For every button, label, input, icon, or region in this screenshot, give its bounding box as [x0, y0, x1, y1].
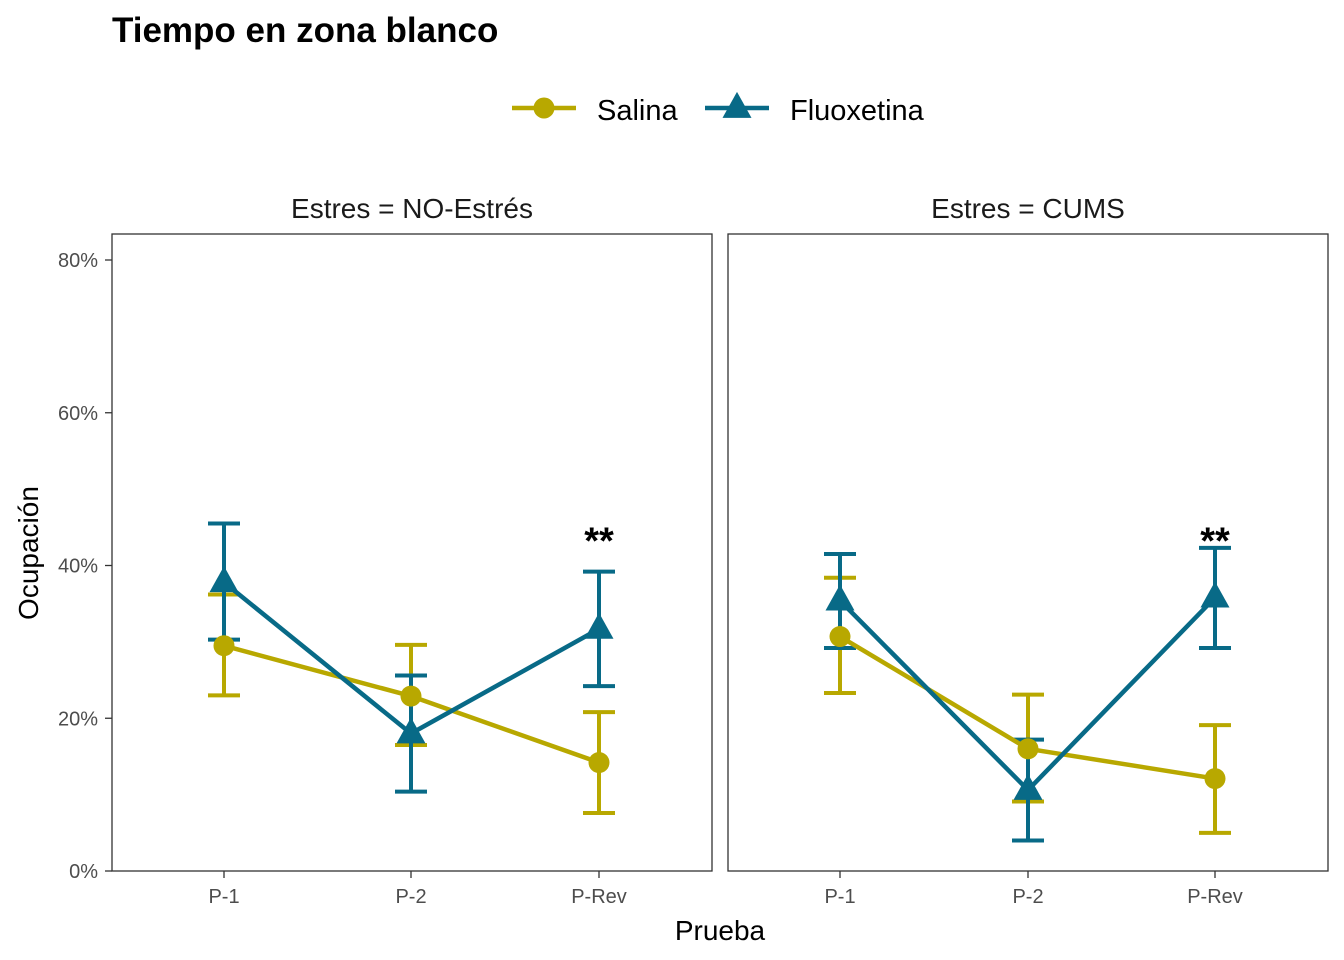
- legend-label-fluoxetina: Fluoxetina: [790, 95, 925, 127]
- data-point-fluoxetina: [1200, 581, 1230, 608]
- chart-title: Tiempo en zona blanco: [112, 11, 498, 50]
- legend: Salina Fluoxetina: [512, 91, 925, 127]
- data-point-fluoxetina: [1013, 773, 1043, 800]
- panel-cums: P-1 P-2 P-Rev **: [727, 233, 1329, 908]
- data-point-fluoxetina: [209, 566, 239, 593]
- data-point-salina: [1017, 738, 1039, 760]
- data-point-fluoxetina: [396, 717, 426, 744]
- y-tick-label: 80%: [58, 250, 98, 272]
- x-tick-label: P-1: [208, 886, 239, 908]
- panel-strip-no-estres: Estres = NO-Estrés: [291, 193, 533, 224]
- panel-strip-cums: Estres = CUMS: [931, 193, 1125, 224]
- y-tick-label: 40%: [58, 556, 98, 578]
- x-tick-label: P-2: [395, 886, 426, 908]
- legend-marker: [533, 97, 555, 119]
- data-point-fluoxetina: [825, 584, 855, 611]
- data-point-salina: [829, 626, 851, 648]
- x-axis-title: Prueba: [675, 915, 766, 946]
- x-tick-label: P-2: [1012, 886, 1043, 908]
- x-tick-label: P-Rev: [1187, 886, 1243, 908]
- data-point-salina: [1204, 768, 1226, 790]
- significance-annotation: **: [1200, 520, 1230, 562]
- panel-frame: [111, 233, 713, 872]
- data-point-fluoxetina: [584, 612, 614, 639]
- panel-no-estres: P-1 P-2 P-Rev **: [111, 233, 713, 908]
- legend-key-salina: [512, 97, 576, 119]
- data-point-salina: [588, 752, 610, 774]
- y-axis-title: Ocupación: [13, 486, 44, 620]
- y-axis: 0% 20% 40% 60% 80%: [58, 250, 112, 883]
- y-tick-label: 60%: [58, 403, 98, 425]
- significance-annotation: **: [584, 520, 614, 562]
- legend-marker: [722, 91, 752, 118]
- y-tick-label: 0%: [69, 861, 98, 883]
- plot-layer: 0% 20% 40% 60% 80% P-1 P-2 P-Rev ** P-1 P-2 P-Rev **: [58, 233, 1329, 908]
- legend-key-fluoxetina: [705, 91, 769, 118]
- x-tick-label: P-Rev: [571, 886, 627, 908]
- data-point-salina: [213, 635, 235, 657]
- y-tick-label: 20%: [58, 708, 98, 730]
- legend-label-salina: Salina: [597, 95, 678, 127]
- data-point-salina: [400, 685, 422, 707]
- x-tick-label: P-1: [824, 886, 855, 908]
